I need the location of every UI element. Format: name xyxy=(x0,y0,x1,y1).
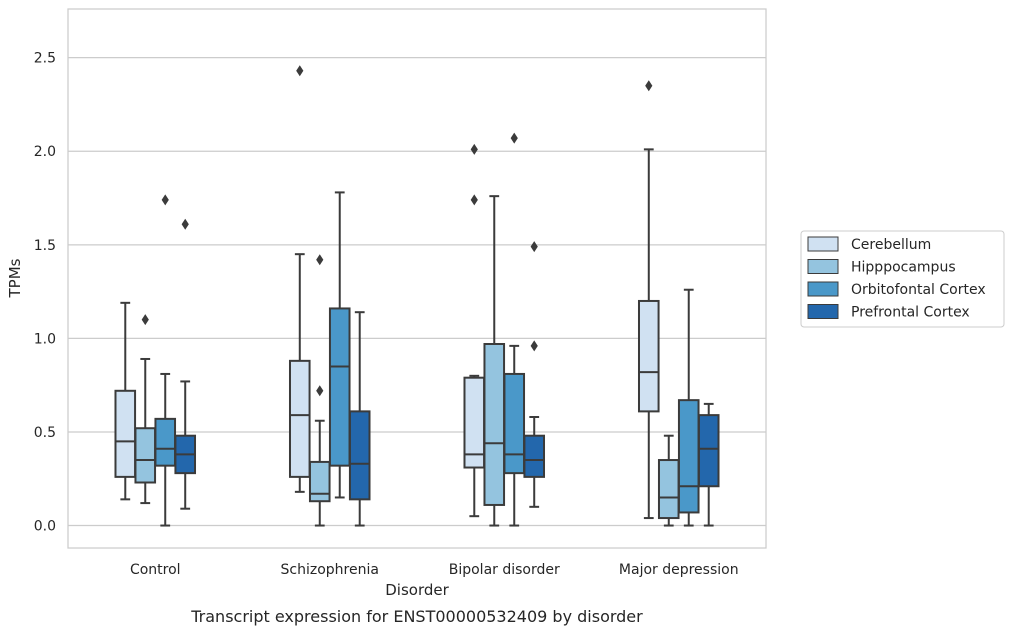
outlier-point xyxy=(316,385,324,397)
box-iqr xyxy=(348,410,371,501)
box-orbitofontal-cortex xyxy=(154,194,177,527)
y-axis-label: TPMs xyxy=(6,258,24,298)
legend: Cerebellum Hipppocampus Orbitofontal Corte… xyxy=(800,230,1005,328)
box-hipppocampus xyxy=(308,254,331,527)
box-prefrontal-cortex xyxy=(174,218,197,510)
y-tick-labels: 0.0 0.5 1.0 1.5 2.0 2.5 xyxy=(34,51,56,535)
box-iqr xyxy=(697,414,720,488)
legend-label: Cerebellum xyxy=(851,237,931,253)
x-tick-label: Bipolar disorder xyxy=(449,562,560,578)
box-prefrontal-cortex xyxy=(523,241,546,508)
box-prefrontal-cortex xyxy=(348,311,371,527)
box-series-group xyxy=(114,65,720,527)
box-prefrontal-cortex xyxy=(697,402,720,527)
box-hipppocampus xyxy=(134,314,157,505)
legend-frame xyxy=(800,230,1005,328)
box-iqr xyxy=(114,389,137,478)
box-orbitofontal-cortex xyxy=(328,191,351,499)
legend-swatch xyxy=(807,281,839,297)
box-iqr xyxy=(523,434,546,478)
box-iqr xyxy=(328,307,351,467)
box-hipppocampus xyxy=(657,434,680,527)
legend-swatch xyxy=(807,259,839,274)
outlier-point xyxy=(296,65,304,77)
outlier-point xyxy=(470,143,478,155)
box-orbitofontal-cortex xyxy=(503,132,526,527)
y-tick-label: 1.0 xyxy=(34,331,56,347)
outlier-point xyxy=(316,254,324,266)
y-tick-label: 2.0 xyxy=(34,144,56,160)
box-iqr xyxy=(637,299,660,413)
legend-label: Hipppocampus xyxy=(851,260,956,276)
y-tick-label: 0.0 xyxy=(34,519,56,535)
y-tick-label: 1.5 xyxy=(34,238,56,254)
box-orbitofontal-cortex xyxy=(677,288,700,527)
y-tick-label: 0.5 xyxy=(34,425,56,441)
figure-caption: Transcript expression for ENST0000053240… xyxy=(190,607,643,626)
box-iqr xyxy=(483,343,506,506)
x-axis-label: Disorder xyxy=(385,581,449,599)
box-cerebellum xyxy=(637,80,660,520)
box-cerebellum xyxy=(463,143,486,518)
box-cerebellum xyxy=(288,65,311,493)
outlier-point xyxy=(470,194,478,206)
box-iqr xyxy=(308,460,331,503)
outlier-point xyxy=(141,314,149,326)
plot-area-frame xyxy=(67,8,767,549)
box-iqr xyxy=(503,372,526,475)
outlier-point xyxy=(645,80,653,92)
box-iqr xyxy=(154,417,177,467)
box-iqr xyxy=(134,427,157,484)
box-iqr xyxy=(657,459,680,520)
outlier-point xyxy=(181,218,189,230)
x-tick-label: Schizophrenia xyxy=(281,562,379,578)
x-tick-labels: Control Schizophrenia Bipolar disorder Majo… xyxy=(130,562,739,578)
box-cerebellum xyxy=(114,301,137,501)
legend-swatch xyxy=(807,304,839,319)
box-iqr xyxy=(288,359,311,478)
y-tick-label: 2.5 xyxy=(34,51,56,67)
legend-label: Prefrontal Cortex xyxy=(851,305,970,321)
x-tick-label: Control xyxy=(130,562,181,578)
outlier-point xyxy=(530,241,538,253)
box-hipppocampus xyxy=(483,195,506,527)
box-iqr xyxy=(677,399,700,514)
outlier-point xyxy=(161,194,169,206)
outlier-point xyxy=(530,340,538,352)
outlier-point xyxy=(510,132,518,144)
legend-label: Orbitofontal Cortex xyxy=(851,282,986,298)
legend-swatch xyxy=(807,236,839,252)
x-tick-label: Major depression xyxy=(619,562,739,578)
